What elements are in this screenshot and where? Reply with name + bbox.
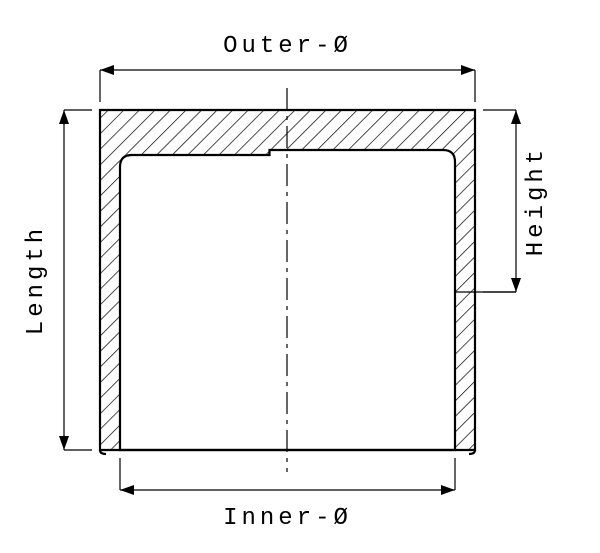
label-outer-diameter: Outer-Ø [223,33,352,60]
label-inner-diameter: Inner-Ø [223,505,352,532]
label-length: Length [23,225,50,335]
technical-drawing: Outer-Ø Inner-Ø Length Height [0,0,600,553]
label-height: Height [523,146,550,256]
